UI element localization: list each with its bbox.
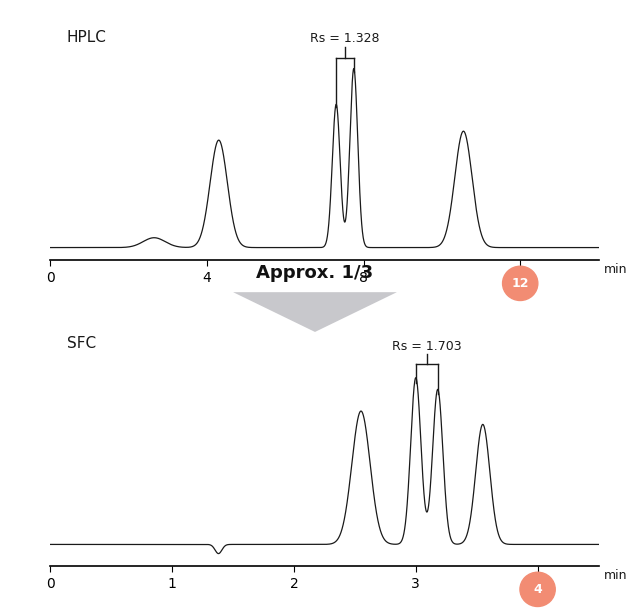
Text: 4: 4 (533, 583, 542, 596)
Text: min: min (604, 569, 627, 582)
Text: SFC: SFC (67, 337, 96, 351)
Text: Rs = 1.703: Rs = 1.703 (392, 340, 462, 353)
Polygon shape (233, 292, 397, 332)
Text: 12: 12 (512, 277, 529, 290)
Text: Rs = 1.328: Rs = 1.328 (310, 32, 380, 45)
Text: HPLC: HPLC (67, 31, 106, 45)
Text: Approx. 1/3: Approx. 1/3 (256, 264, 374, 282)
Text: min: min (604, 263, 627, 276)
